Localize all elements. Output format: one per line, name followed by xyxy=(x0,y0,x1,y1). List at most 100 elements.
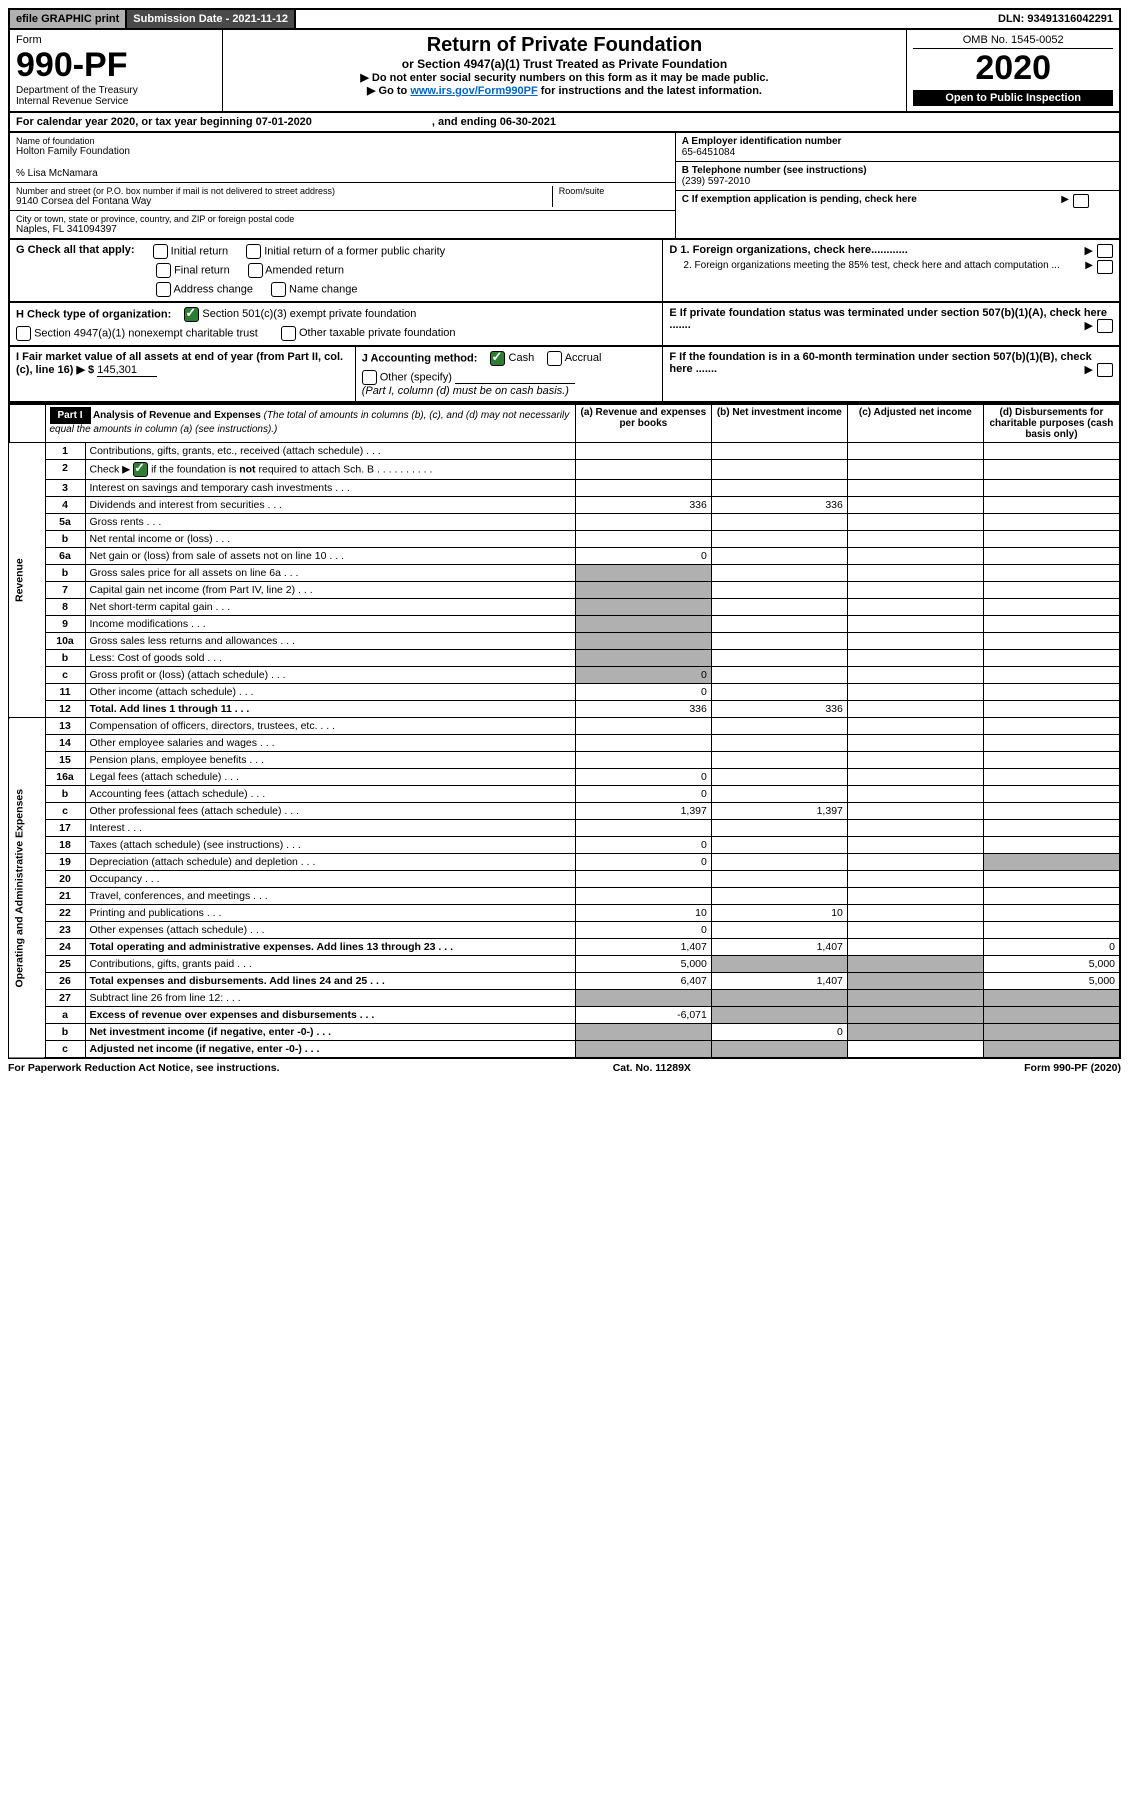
row-label: Total operating and administrative expen… xyxy=(85,939,575,956)
cell-c xyxy=(847,973,983,990)
part1-badge: Part I xyxy=(50,407,91,424)
row-number: b xyxy=(45,786,85,803)
row-label: Gross rents . . . xyxy=(85,514,575,531)
cell-a: 1,407 xyxy=(575,939,711,956)
d1-checkbox[interactable] xyxy=(1097,244,1113,258)
cell-b xyxy=(711,667,847,684)
row-label: Interest on savings and temporary cash i… xyxy=(85,480,575,497)
j-label: J Accounting method: xyxy=(362,352,478,364)
cell-b xyxy=(711,786,847,803)
cell-d: 5,000 xyxy=(983,956,1120,973)
cell-d xyxy=(983,854,1120,871)
d2-checkbox[interactable] xyxy=(1097,260,1113,274)
cell-b xyxy=(711,514,847,531)
cell-b xyxy=(711,956,847,973)
accrual-checkbox[interactable] xyxy=(547,351,562,366)
instr2-pre: ▶ Go to xyxy=(367,85,410,97)
cell-c xyxy=(847,514,983,531)
amended-return-checkbox[interactable] xyxy=(248,263,263,278)
footer-right: Form 990-PF (2020) xyxy=(1024,1062,1121,1074)
cell-a xyxy=(575,1024,711,1041)
row-number: 3 xyxy=(45,480,85,497)
row-label: Travel, conferences, and meetings . . . xyxy=(85,888,575,905)
cell-d: 5,000 xyxy=(983,973,1120,990)
row-number: b xyxy=(45,531,85,548)
cell-a xyxy=(575,460,711,480)
cell-b xyxy=(711,599,847,616)
cell-c xyxy=(847,1041,983,1059)
city-state-zip: Naples, FL 341094397 xyxy=(16,224,669,235)
cell-c xyxy=(847,735,983,752)
f-checkbox[interactable] xyxy=(1097,363,1113,377)
cell-b xyxy=(711,837,847,854)
cell-c xyxy=(847,871,983,888)
row-label: Adjusted net income (if negative, enter … xyxy=(85,1041,575,1059)
cell-d xyxy=(983,480,1120,497)
cell-b: 10 xyxy=(711,905,847,922)
form-number: 990-PF xyxy=(16,46,216,85)
other-taxable-checkbox[interactable] xyxy=(281,326,296,341)
row-number: 15 xyxy=(45,752,85,769)
cell-d xyxy=(983,803,1120,820)
e-label: E If private foundation status was termi… xyxy=(669,307,1107,331)
cell-c xyxy=(847,599,983,616)
cell-c xyxy=(847,497,983,514)
room-label: Room/suite xyxy=(559,186,669,196)
cell-a xyxy=(575,650,711,667)
addr-label: Number and street (or P.O. box number if… xyxy=(16,186,552,196)
cell-d xyxy=(983,718,1120,735)
g-o6: Name change xyxy=(289,283,358,295)
initial-return-checkbox[interactable] xyxy=(153,244,168,259)
cell-c xyxy=(847,667,983,684)
cell-b: 0 xyxy=(711,1024,847,1041)
g-o4: Amended return xyxy=(265,264,344,276)
form-header: Form 990-PF Department of the Treasury I… xyxy=(8,30,1121,113)
efile-button[interactable]: efile GRAPHIC print xyxy=(10,10,127,28)
row-label: Capital gain net income (from Part IV, l… xyxy=(85,582,575,599)
cell-a: -6,071 xyxy=(575,1007,711,1024)
j-note: (Part I, column (d) must be on cash basi… xyxy=(362,385,657,397)
other-method-checkbox[interactable] xyxy=(362,370,377,385)
row-label: Gross sales price for all assets on line… xyxy=(85,565,575,582)
name-label: Name of foundation xyxy=(16,136,669,146)
cell-b xyxy=(711,1007,847,1024)
final-return-checkbox[interactable] xyxy=(156,263,171,278)
part1-table: Part I Analysis of Revenue and Expenses … xyxy=(8,403,1121,1059)
row-number: c xyxy=(45,667,85,684)
cell-b xyxy=(711,684,847,701)
address-change-checkbox[interactable] xyxy=(156,282,171,297)
col-c-header: (c) Adjusted net income xyxy=(847,404,983,443)
cell-a: 0 xyxy=(575,667,711,684)
row-label: Income modifications . . . xyxy=(85,616,575,633)
cell-c xyxy=(847,684,983,701)
cell-b xyxy=(711,460,847,480)
i-value: 145,301 xyxy=(97,364,157,377)
cell-c xyxy=(847,752,983,769)
page-footer: For Paperwork Reduction Act Notice, see … xyxy=(8,1059,1121,1077)
g-o2: Initial return of a former public charit… xyxy=(264,245,445,257)
irs-link[interactable]: www.irs.gov/Form990PF xyxy=(410,85,537,97)
cell-d xyxy=(983,871,1120,888)
row-number: 1 xyxy=(45,443,85,460)
row-number: 5a xyxy=(45,514,85,531)
cash-checkbox[interactable] xyxy=(490,351,505,366)
cell-a: 336 xyxy=(575,497,711,514)
cell-c xyxy=(847,443,983,460)
cell-a xyxy=(575,565,711,582)
c-label: C If exemption application is pending, c… xyxy=(682,194,917,205)
row-number: 26 xyxy=(45,973,85,990)
row-label: Gross sales less returns and allowances … xyxy=(85,633,575,650)
initial-public-checkbox[interactable] xyxy=(246,244,261,259)
name-change-checkbox[interactable] xyxy=(271,282,286,297)
footer-mid: Cat. No. 11289X xyxy=(613,1062,691,1074)
501c3-checkbox[interactable] xyxy=(184,307,199,322)
cell-d xyxy=(983,837,1120,854)
c-checkbox[interactable] xyxy=(1073,194,1089,208)
schb-checkbox[interactable] xyxy=(133,462,148,477)
row-label: Accounting fees (attach schedule) . . . xyxy=(85,786,575,803)
cell-b: 336 xyxy=(711,497,847,514)
d2-text: 2. Foreign organizations meeting the 85%… xyxy=(683,260,1059,271)
cell-b xyxy=(711,616,847,633)
e-checkbox[interactable] xyxy=(1097,319,1113,333)
4947-checkbox[interactable] xyxy=(16,326,31,341)
